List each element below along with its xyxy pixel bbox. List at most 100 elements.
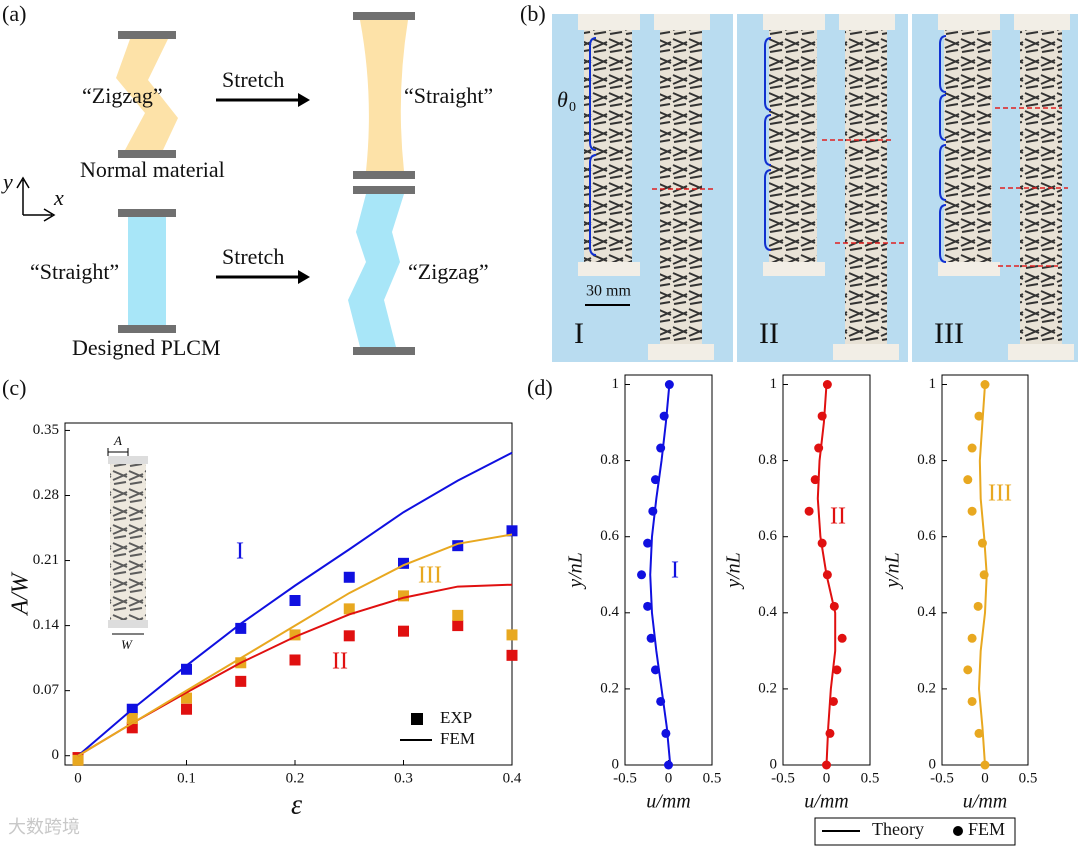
fem-marker — [973, 601, 983, 611]
inset-label: W — [121, 637, 133, 652]
fem-marker — [832, 665, 842, 675]
fem-marker — [810, 475, 820, 485]
fem-marker — [963, 475, 973, 485]
x-tick-label: 0.4 — [503, 770, 522, 786]
clamp — [839, 14, 895, 30]
x-tick-label: 0 — [823, 770, 831, 786]
exp-marker — [126, 713, 138, 725]
exp-marker — [343, 571, 355, 583]
clamp — [833, 344, 899, 360]
dimension — [107, 448, 144, 635]
axis-label: x — [53, 185, 64, 210]
fem-marker — [967, 696, 977, 706]
exp-marker — [343, 603, 355, 615]
label: “Straight” — [30, 259, 119, 284]
panel-label: (d) — [527, 375, 553, 400]
clamp — [353, 347, 415, 355]
exp-marker — [452, 620, 464, 632]
y-tick-label: 0.6 — [758, 528, 777, 544]
x-axis-label: u/mm — [963, 791, 1007, 813]
x-axis-label: ε — [291, 789, 302, 820]
clamp — [654, 14, 710, 30]
photo-bg — [552, 14, 733, 362]
bracket — [589, 37, 597, 151]
clamp — [578, 262, 640, 276]
y-tick-label: 1 — [770, 376, 778, 392]
exp-marker — [289, 595, 301, 607]
fem-marker — [814, 443, 824, 453]
y-tick-label: 0 — [52, 747, 60, 763]
series-label: I — [671, 558, 679, 584]
clamp — [118, 325, 176, 333]
exp-marker — [181, 663, 193, 675]
fem-marker — [822, 570, 832, 580]
exp-marker — [126, 722, 138, 734]
series-label: III — [418, 563, 442, 589]
exp-marker — [343, 630, 355, 642]
axes-icon — [16, 176, 56, 222]
x-axis-label: u/mm — [646, 791, 690, 813]
fem-marker — [967, 443, 977, 453]
exp-marker — [452, 540, 464, 552]
x-tick-label: 0.1 — [177, 770, 196, 786]
y-tick-label: 0.2 — [758, 680, 777, 696]
exp-marker — [452, 609, 464, 621]
arrow-head — [298, 93, 310, 107]
label: Stretch — [222, 67, 284, 92]
series-label: I — [236, 539, 244, 565]
fem-marker — [656, 443, 666, 453]
arrow-head — [298, 270, 310, 284]
case-label: I — [574, 317, 584, 350]
case-label: II — [759, 317, 779, 350]
fem-marker — [974, 411, 984, 421]
series-label: III — [988, 481, 1012, 507]
y-tick-label: 0.2 — [917, 680, 936, 696]
x-tick-label: 0 — [74, 770, 82, 786]
bracket — [939, 144, 947, 201]
label: “Zigzag” — [82, 83, 163, 108]
y-tick-label: 1 — [929, 376, 937, 392]
bracket — [939, 35, 947, 93]
label: Stretch — [222, 244, 284, 269]
fem-marker — [974, 728, 984, 738]
fem-marker — [828, 696, 838, 706]
clamp — [353, 12, 415, 20]
exp-marker — [181, 703, 193, 715]
fem-marker — [967, 633, 977, 643]
sample — [660, 30, 702, 346]
legend-label: FEM — [440, 729, 475, 748]
label: “Straight” — [404, 83, 493, 108]
fem-marker — [979, 570, 989, 580]
exp-marker — [506, 525, 518, 537]
fem-marker — [980, 380, 990, 390]
inset-label: A — [113, 433, 122, 448]
clamp — [1014, 14, 1070, 30]
fem-marker — [659, 411, 669, 421]
clamp — [763, 262, 825, 276]
y-tick-label: 0.4 — [758, 604, 777, 620]
inset: A W — [107, 433, 148, 652]
exp-marker — [506, 649, 518, 661]
plot-frame — [624, 374, 713, 766]
y-tick-label: 0 — [770, 756, 778, 772]
zigzag-shape — [348, 194, 404, 347]
legend-label: EXP — [440, 708, 472, 727]
panel-label: (c) — [2, 375, 26, 400]
y-tick-label: 0.14 — [33, 617, 60, 633]
y-axis-label: A/W — [8, 571, 34, 616]
y-tick-label: 0 — [612, 756, 620, 772]
clamp — [763, 14, 825, 30]
panel-label: (a) — [2, 1, 26, 26]
x-tick-label: 0.2 — [286, 770, 305, 786]
inset-sample — [110, 462, 146, 622]
fem-marker — [656, 696, 666, 706]
legend-label: FEM — [968, 819, 1005, 839]
clamp — [108, 456, 148, 464]
fem-marker — [817, 538, 827, 548]
fem-marker — [664, 380, 674, 390]
y-tick-label: 0.21 — [33, 552, 59, 568]
series-label: II — [830, 504, 846, 530]
x-tick-label: 0.5 — [1019, 770, 1038, 786]
x-tick-label: 0.3 — [394, 770, 413, 786]
bracket — [939, 94, 947, 141]
